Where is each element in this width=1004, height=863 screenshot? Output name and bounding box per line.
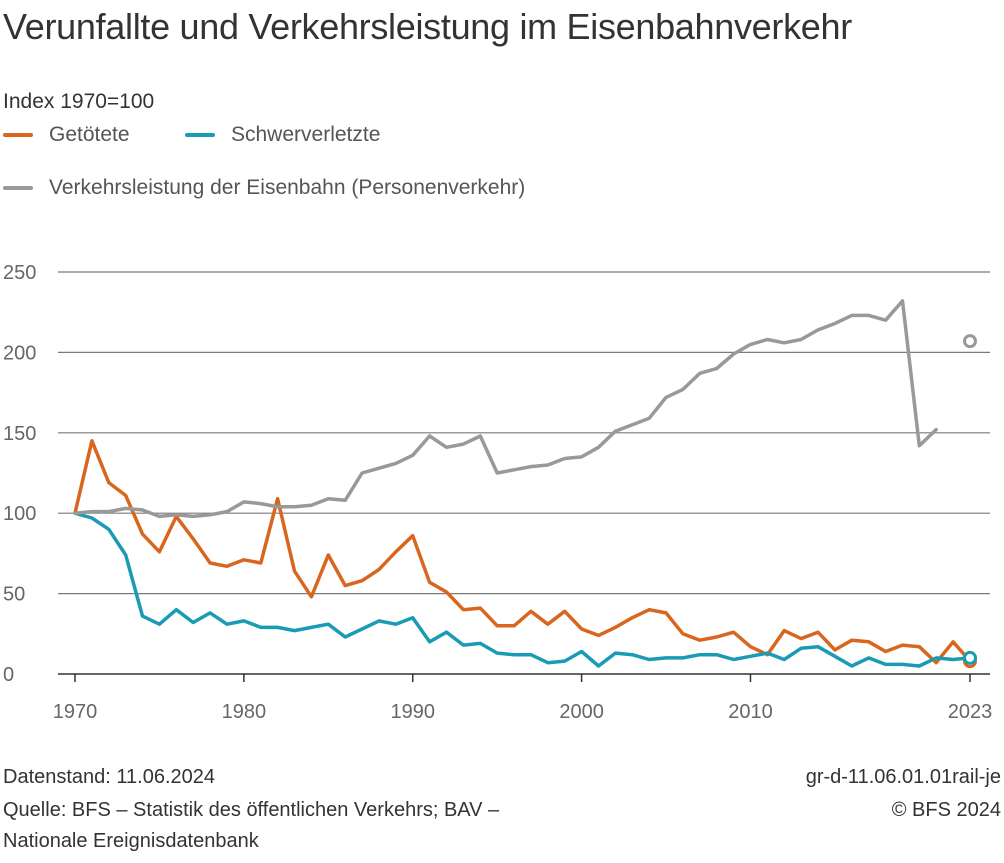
y-tick-label-50: 50 xyxy=(3,584,25,606)
chart-subtitle: Index 1970=100 xyxy=(3,90,155,113)
y-tick-label-250: 250 xyxy=(3,262,36,284)
legend-label-getoetete: Getötete xyxy=(49,123,130,146)
y-tick-label-200: 200 xyxy=(3,342,36,364)
y-tick-label-150: 150 xyxy=(3,423,36,445)
footer-quelle-line1: Quelle: BFS – Statistik des öffentlichen… xyxy=(3,799,500,821)
series-end-marker-1 xyxy=(963,650,977,665)
footer-quelle-line2: Nationale Ereignisdatenbank xyxy=(3,830,259,852)
footer-code: gr-d-11.06.01.01rail-je xyxy=(805,766,1001,788)
x-tick-label-1970: 1970 xyxy=(53,701,98,723)
x-tick-label-2010: 2010 xyxy=(728,701,773,723)
legend-swatch-schwerverletzte xyxy=(185,133,215,137)
x-tick-label-1980: 1980 xyxy=(222,701,267,723)
series-line-0 xyxy=(73,439,972,665)
y-tick-label-0: 0 xyxy=(3,664,14,686)
x-tick-label-1990: 1990 xyxy=(390,701,435,723)
series-line-2 xyxy=(75,301,970,517)
y-tick-label-100: 100 xyxy=(3,503,36,525)
chart-title: Verunfallte und Verkehrsleistung im Eise… xyxy=(3,6,852,47)
legend-item-verkehrsleistung: Verkehrsleistung der Eisenbahn (Personen… xyxy=(3,176,525,200)
legend-label-schwerverletzte: Schwerverletzte xyxy=(231,123,381,146)
legend-item-schwerverletzte: Schwerverletzte xyxy=(185,123,380,147)
series-line-1 xyxy=(73,511,972,668)
series-end-marker-2 xyxy=(963,334,977,349)
footer-copyright: © BFS 2024 xyxy=(891,799,1001,821)
legend-swatch-verkehrsleistung xyxy=(3,186,33,190)
x-tick-label-2023: 2023 xyxy=(948,701,993,723)
x-tick-label-2000: 2000 xyxy=(559,701,604,723)
footer-datenstand: Datenstand: 11.06.2024 xyxy=(3,766,216,788)
legend-item-getoetete: Getötete xyxy=(3,123,130,147)
legend-label-verkehrsleistung: Verkehrsleistung der Eisenbahn (Personen… xyxy=(49,176,526,199)
legend-swatch-getoetete xyxy=(3,133,33,137)
